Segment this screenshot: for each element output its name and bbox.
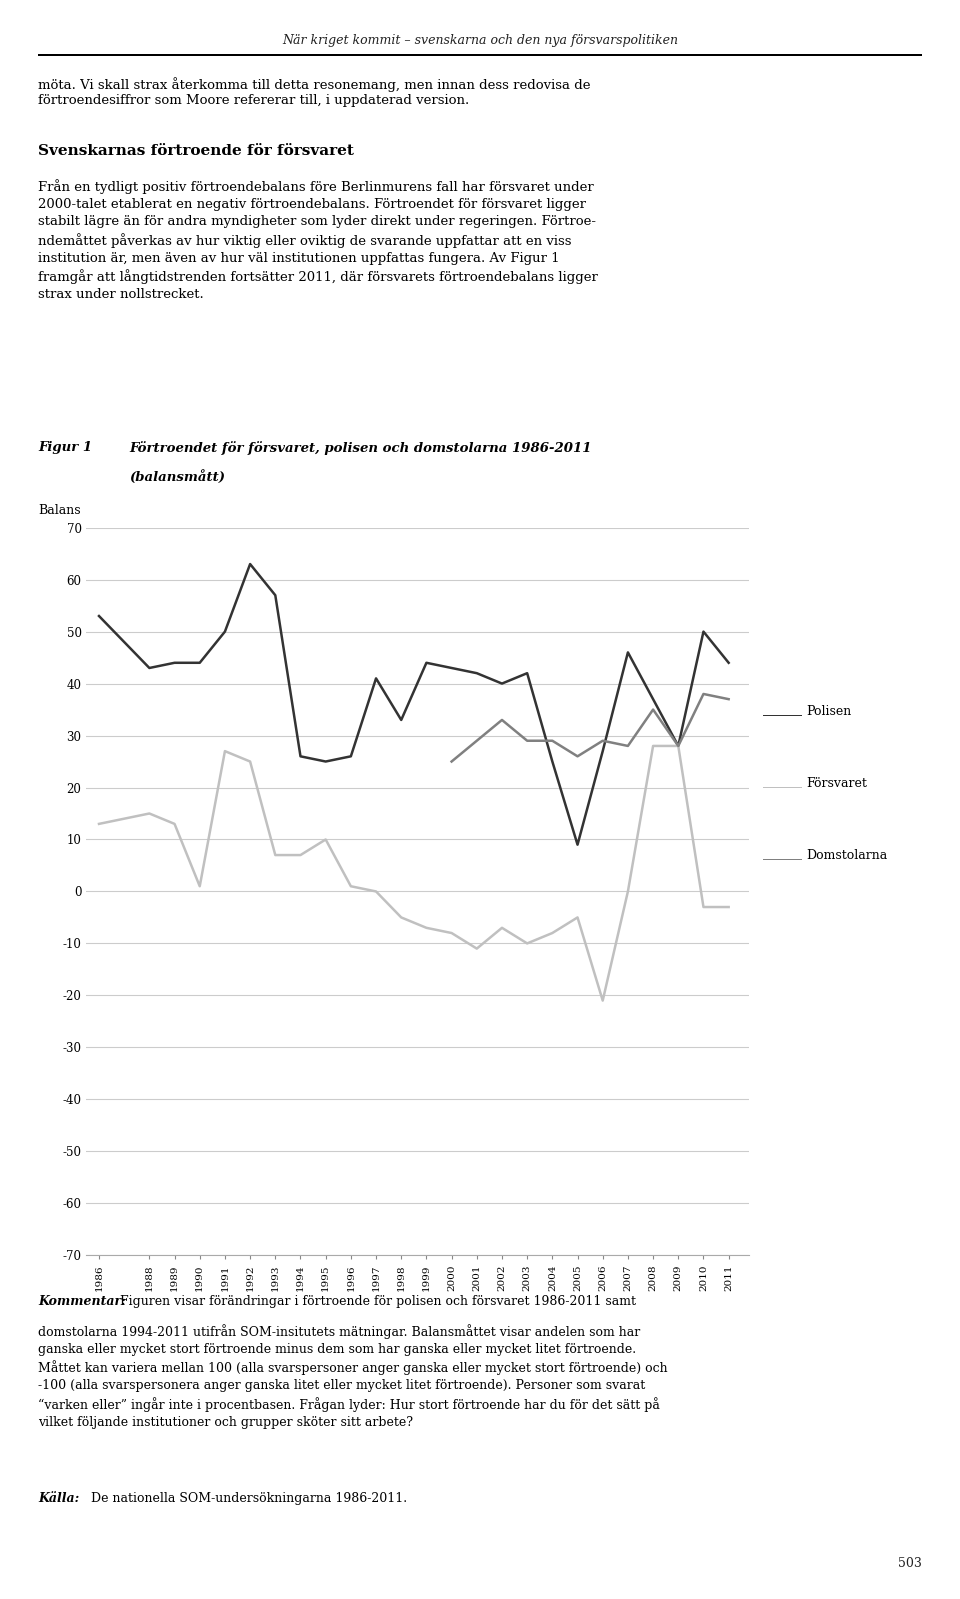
- Text: 503: 503: [898, 1557, 922, 1570]
- Text: Domstolarna: Domstolarna: [806, 849, 888, 862]
- Text: Kommentar:: Kommentar:: [38, 1295, 126, 1308]
- Text: (balansmått): (balansmått): [130, 470, 226, 484]
- Text: Figuren visar förändringar i förtroende för polisen och försvaret 1986-2011 samt: Figuren visar förändringar i förtroende …: [120, 1295, 636, 1308]
- Text: Försvaret: Försvaret: [806, 777, 867, 790]
- Text: Svenskarnas förtroende för försvaret: Svenskarnas förtroende för försvaret: [38, 144, 354, 158]
- Text: Polisen: Polisen: [806, 705, 852, 718]
- Text: Från en tydligt positiv förtroendebalans före Berlinmurens fall har försvaret un: Från en tydligt positiv förtroendebalans…: [38, 179, 598, 301]
- Text: Förtroendet för försvaret, polisen och domstolarna 1986-2011: Förtroendet för försvaret, polisen och d…: [130, 441, 592, 456]
- Text: Figur 1: Figur 1: [38, 441, 92, 454]
- Text: domstolarna 1994-2011 utifrån SOM-insitutets mätningar. Balansmåttet visar andel: domstolarna 1994-2011 utifrån SOM-insitu…: [38, 1324, 668, 1430]
- Text: När kriget kommit – svenskarna och den nya försvarspolitiken: När kriget kommit – svenskarna och den n…: [282, 34, 678, 46]
- Text: De nationella SOM-undersökningarna 1986-2011.: De nationella SOM-undersökningarna 1986-…: [91, 1492, 407, 1505]
- Text: Balans: Balans: [38, 504, 81, 516]
- Text: Källa:: Källa:: [38, 1492, 80, 1505]
- Text: möta. Vi skall strax återkomma till detta resonemang, men innan dess redovisa de: möta. Vi skall strax återkomma till dett…: [38, 77, 591, 107]
